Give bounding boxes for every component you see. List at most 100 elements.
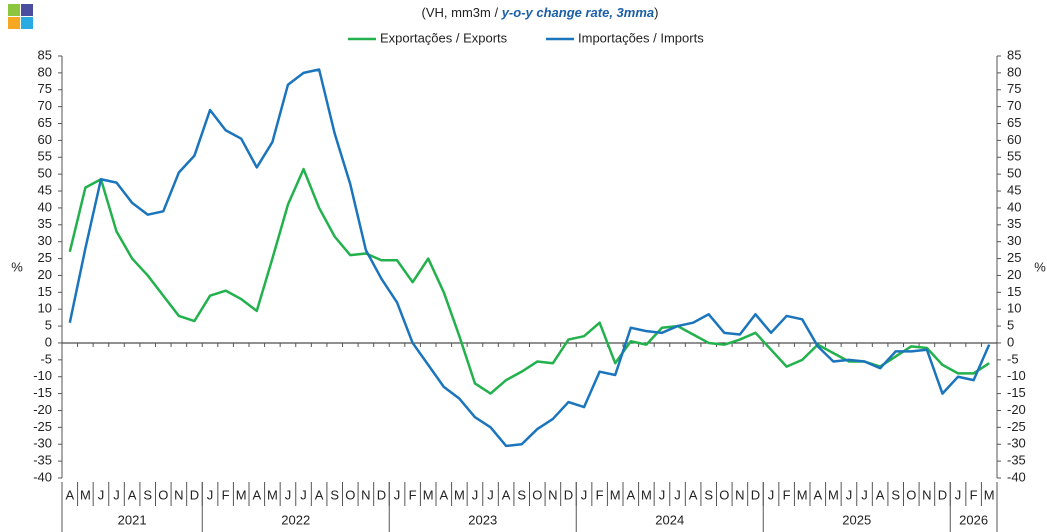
x-tick-label: J — [659, 487, 666, 502]
x-tick-label: A — [813, 487, 822, 502]
y-tick-label: 0 — [45, 334, 52, 349]
y-tick-label: 15 — [38, 284, 52, 299]
x-tick-label: O — [906, 487, 916, 502]
y2-tick-label: 75 — [1007, 81, 1021, 96]
y2-tick-label: 80 — [1007, 64, 1021, 79]
y-tick-label: 55 — [38, 149, 52, 164]
y2-tick-label: 15 — [1007, 284, 1021, 299]
y2-tick-label: 5 — [1007, 318, 1014, 333]
x-tick-label: A — [876, 487, 885, 502]
x-tick-label: J — [207, 487, 214, 502]
y-tick-label: -15 — [33, 385, 52, 400]
year-label: 2022 — [281, 512, 310, 527]
y-tick-label: 75 — [38, 81, 52, 96]
x-tick-label: F — [222, 487, 230, 502]
y2-tick-label: 30 — [1007, 233, 1021, 248]
x-tick-label: M — [423, 487, 434, 502]
y2-tick-label: 65 — [1007, 115, 1021, 130]
y-tick-label: 50 — [38, 166, 52, 181]
x-tick-label: O — [158, 487, 168, 502]
y-tick-label: 10 — [38, 301, 52, 316]
x-tick-label: J — [674, 487, 681, 502]
x-tick-label: A — [502, 487, 511, 502]
x-tick-label: F — [596, 487, 604, 502]
x-tick-label: M — [984, 487, 995, 502]
x-tick-label: M — [80, 487, 91, 502]
x-tick-label: J — [98, 487, 105, 502]
y-tick-label: -30 — [33, 436, 52, 451]
y2-tick-label: -5 — [1007, 351, 1019, 366]
x-tick-label: S — [704, 487, 713, 502]
y2-tick-label: -20 — [1007, 402, 1026, 417]
y2-tick-label: 60 — [1007, 132, 1021, 147]
x-tick-label: M — [236, 487, 247, 502]
y-tick-label: 30 — [38, 233, 52, 248]
year-label: 2026 — [959, 512, 988, 527]
y2-tick-label: 45 — [1007, 182, 1021, 197]
y2-tick-label: -40 — [1007, 469, 1026, 484]
y2-tick-label: 85 — [1007, 47, 1021, 62]
x-tick-label: N — [922, 487, 931, 502]
y2-axis-label: % — [1034, 259, 1046, 274]
x-tick-label: D — [190, 487, 199, 502]
x-tick-label: N — [174, 487, 183, 502]
x-tick-label: J — [113, 487, 120, 502]
y-tick-label: -40 — [33, 469, 52, 484]
year-label: 2021 — [118, 512, 147, 527]
year-label: 2025 — [842, 512, 871, 527]
x-tick-label: J — [285, 487, 292, 502]
x-tick-label: A — [689, 487, 698, 502]
y-axis-label: % — [11, 259, 23, 274]
y2-tick-label: 50 — [1007, 166, 1021, 181]
y-tick-label: 60 — [38, 132, 52, 147]
y2-tick-label: 25 — [1007, 250, 1021, 265]
y-tick-label: -10 — [33, 368, 52, 383]
x-tick-label: M — [828, 487, 839, 502]
x-tick-label: M — [610, 487, 621, 502]
subtitle-part: y-o-y change rate, 3mma — [501, 5, 654, 20]
year-label: 2024 — [655, 512, 684, 527]
y2-tick-label: 55 — [1007, 149, 1021, 164]
x-tick-label: A — [128, 487, 137, 502]
y-tick-label: 85 — [38, 47, 52, 62]
x-tick-label: A — [252, 487, 261, 502]
y-tick-label: 65 — [38, 115, 52, 130]
x-tick-label: F — [409, 487, 417, 502]
x-tick-label: N — [361, 487, 370, 502]
y2-tick-label: -15 — [1007, 385, 1026, 400]
y-tick-label: 45 — [38, 182, 52, 197]
x-tick-label: F — [783, 487, 791, 502]
logo — [8, 4, 33, 29]
y2-tick-label: 40 — [1007, 199, 1021, 214]
y-tick-label: 80 — [38, 64, 52, 79]
x-tick-label: J — [581, 487, 588, 502]
y2-tick-label: 70 — [1007, 98, 1021, 113]
x-tick-label: O — [719, 487, 729, 502]
x-tick-label: A — [626, 487, 635, 502]
x-tick-label: J — [487, 487, 494, 502]
y-tick-label: 20 — [38, 267, 52, 282]
legend-label: Importações / Imports — [578, 30, 704, 45]
legend-label: Exportações / Exports — [380, 30, 508, 45]
y-tick-label: 70 — [38, 98, 52, 113]
subtitle-part: ) — [654, 5, 658, 20]
y-tick-label: -25 — [33, 419, 52, 434]
x-tick-label: J — [300, 487, 307, 502]
x-tick-label: J — [861, 487, 868, 502]
x-tick-label: M — [641, 487, 652, 502]
x-tick-label: D — [377, 487, 386, 502]
y-tick-label: 25 — [38, 250, 52, 265]
y-tick-label: -20 — [33, 402, 52, 417]
y2-tick-label: -35 — [1007, 453, 1026, 468]
x-tick-label: F — [970, 487, 978, 502]
x-tick-label: M — [267, 487, 278, 502]
subtitle: (VH, mm3m / y-o-y change rate, 3mma) — [422, 5, 659, 20]
y2-tick-label: 10 — [1007, 301, 1021, 316]
x-tick-label: J — [394, 487, 401, 502]
x-tick-label: S — [330, 487, 339, 502]
series-line — [68, 68, 991, 448]
y-tick-label: -35 — [33, 453, 52, 468]
y2-tick-label: -10 — [1007, 368, 1026, 383]
subtitle-part: (VH, mm3m / — [422, 5, 502, 20]
